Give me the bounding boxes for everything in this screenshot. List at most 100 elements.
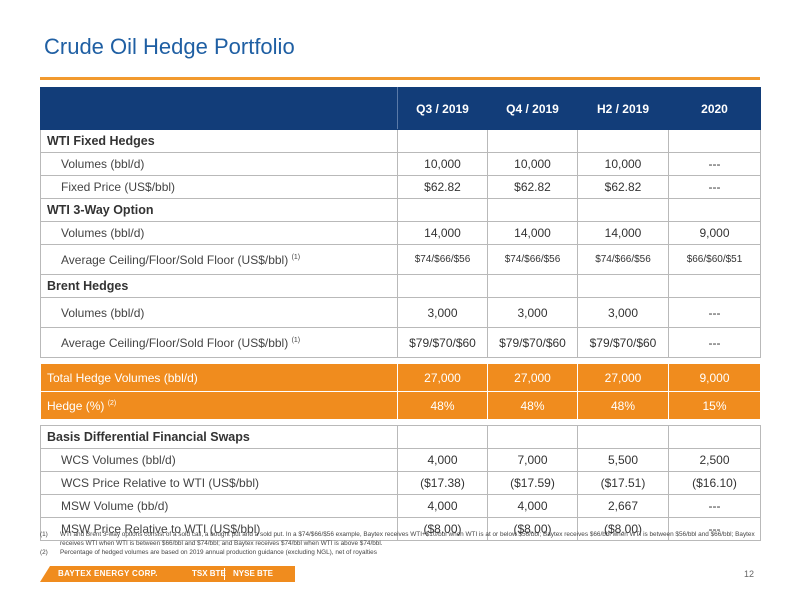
column-header: 2020 <box>668 87 761 130</box>
hedge-percent-row: Hedge (%) (2) 48% 48% 48% 15% <box>40 391 761 420</box>
footnote: (2) Percentage of hedged volumes are bas… <box>40 548 760 557</box>
row-label: Hedge (%) (2) <box>40 391 398 420</box>
section-row-brent: Brent Hedges <box>40 274 761 298</box>
page-title: Crude Oil Hedge Portfolio <box>44 34 295 59</box>
cell-value: ($17.51) <box>577 471 669 495</box>
column-header: H2 / 2019 <box>577 87 669 130</box>
cell-value: --- <box>668 297 761 328</box>
row-label: MSW Volume (bb/d) <box>40 494 398 518</box>
cell-value: $79/$70/$60 <box>397 327 488 358</box>
section-row-wti-fixed: WTI Fixed Hedges <box>40 129 761 153</box>
cell-value: 3,000 <box>397 297 488 328</box>
total-volumes-row: Total Hedge Volumes (bbl/d) 27,000 27,00… <box>40 363 761 392</box>
cell-value: 48% <box>577 391 669 420</box>
cell-value: $62.82 <box>487 175 578 199</box>
cell-value: $74/$66/$56 <box>397 244 488 275</box>
cell-value: --- <box>668 152 761 176</box>
row-label: Volumes (bbl/d) <box>40 297 398 328</box>
cell-value: 5,500 <box>577 448 669 472</box>
cell-value: ($16.10) <box>668 471 761 495</box>
cell-value: $79/$70/$60 <box>577 327 669 358</box>
cell-value: 10,000 <box>577 152 669 176</box>
cell-value: 9,000 <box>668 363 761 392</box>
row-label-text: Hedge (%) <box>47 398 105 413</box>
row-label: WCS Volumes (bbl/d) <box>40 448 398 472</box>
footnote-marker: (1) <box>291 253 301 261</box>
section-row-wti-3way: WTI 3-Way Option <box>40 198 761 222</box>
cell-value: --- <box>668 517 761 541</box>
row-label-text: Average Ceiling/Floor/Sold Floor (US$/bb… <box>61 252 289 267</box>
cell-value: --- <box>668 494 761 518</box>
cell-value: 27,000 <box>487 363 578 392</box>
table-row: Average Ceiling/Floor/Sold Floor (US$/bb… <box>40 244 761 275</box>
footnote-text: WTI and Brent 3-way options consist of a… <box>60 531 755 547</box>
row-label: WCS Price Relative to WTI (US$/bbl) <box>40 471 398 495</box>
table-row: Volumes (bbl/d) 14,000 14,000 14,000 9,0… <box>40 221 761 245</box>
table-row: WCS Volumes (bbl/d) 4,000 7,000 5,500 2,… <box>40 448 761 472</box>
section-heading: Basis Differential Financial Swaps <box>40 425 398 449</box>
cell-value: $74/$66/$56 <box>577 244 669 275</box>
cell-value: 9,000 <box>668 221 761 245</box>
row-label: Volumes (bbl/d) <box>40 152 398 176</box>
cell-value: $62.82 <box>397 175 488 199</box>
section-heading: WTI 3-Way Option <box>40 198 398 222</box>
table-row: MSW Price Relative to WTI (US$/bbl) ($8.… <box>40 517 761 541</box>
ticker-nyse: NYSE BTE <box>233 569 274 578</box>
row-label: Total Hedge Volumes (bbl/d) <box>40 363 398 392</box>
cell-value: 2,500 <box>668 448 761 472</box>
footnote: (1) WTI and Brent 3-way options consist … <box>40 530 760 548</box>
cell-value: $79/$70/$60 <box>487 327 578 358</box>
cell-value: 4,000 <box>397 494 488 518</box>
table-row: Volumes (bbl/d) 3,000 3,000 3,000 --- <box>40 297 761 328</box>
footnote-number: (1) <box>40 531 48 538</box>
cell-value: 10,000 <box>397 152 488 176</box>
table-header-row: Q3 / 2019 Q4 / 2019 H2 / 2019 2020 <box>40 87 761 130</box>
column-header: Q3 / 2019 <box>397 87 488 130</box>
table-row: WCS Price Relative to WTI (US$/bbl) ($17… <box>40 471 761 495</box>
footnote-marker: (2) <box>107 399 117 407</box>
footnote-text: Percentage of hedged volumes are based o… <box>60 549 377 556</box>
cell-value: 3,000 <box>487 297 578 328</box>
footnote-number: (2) <box>40 549 48 556</box>
table-row: Average Ceiling/Floor/Sold Floor (US$/bb… <box>40 327 761 358</box>
row-label: MSW Price Relative to WTI (US$/bbl) <box>40 517 398 541</box>
cell-value: ($17.59) <box>487 471 578 495</box>
cell-value: ($8.00) <box>397 517 488 541</box>
title-underline <box>40 77 760 80</box>
row-label: Volumes (bbl/d) <box>40 221 398 245</box>
cell-value: --- <box>668 175 761 199</box>
cell-value: ($8.00) <box>577 517 669 541</box>
cell-value: 48% <box>487 391 578 420</box>
cell-value: $74/$66/$56 <box>487 244 578 275</box>
footnote-marker: (1) <box>291 336 301 344</box>
footer-brand-bar: BAYTEX ENERGY CORP. TSX BTE NYSE BTE <box>40 566 295 582</box>
cell-value: 4,000 <box>487 494 578 518</box>
cell-value: 14,000 <box>577 221 669 245</box>
cell-value: 4,000 <box>397 448 488 472</box>
column-header: Q4 / 2019 <box>487 87 578 130</box>
table-row: MSW Volume (bb/d) 4,000 4,000 2,667 --- <box>40 494 761 518</box>
cell-value: 14,000 <box>487 221 578 245</box>
section-heading: Brent Hedges <box>40 274 398 298</box>
cell-value: 27,000 <box>577 363 669 392</box>
section-row-basis: Basis Differential Financial Swaps <box>40 425 761 449</box>
header-blank-cell <box>40 87 398 130</box>
ticker-divider <box>224 568 225 580</box>
table-row: Fixed Price (US$/bbl) $62.82 $62.82 $62.… <box>40 175 761 199</box>
section-heading: WTI Fixed Hedges <box>40 129 398 153</box>
row-label: Average Ceiling/Floor/Sold Floor (US$/bb… <box>40 244 398 275</box>
cell-value: 10,000 <box>487 152 578 176</box>
page-number: 12 <box>744 569 755 579</box>
row-label-text: Average Ceiling/Floor/Sold Floor (US$/bb… <box>61 335 289 350</box>
cell-value: 7,000 <box>487 448 578 472</box>
hedge-table: Q3 / 2019 Q4 / 2019 H2 / 2019 2020 WTI F… <box>40 87 761 541</box>
footnotes: (1) WTI and Brent 3-way options consist … <box>40 530 760 557</box>
cell-value: 14,000 <box>397 221 488 245</box>
footer-notch-shape <box>40 566 50 582</box>
cell-value: 27,000 <box>397 363 488 392</box>
cell-value: 2,667 <box>577 494 669 518</box>
cell-value: ($17.38) <box>397 471 488 495</box>
cell-value: $66/$60/$51 <box>668 244 761 275</box>
cell-value: --- <box>668 327 761 358</box>
cell-value: 15% <box>668 391 761 420</box>
